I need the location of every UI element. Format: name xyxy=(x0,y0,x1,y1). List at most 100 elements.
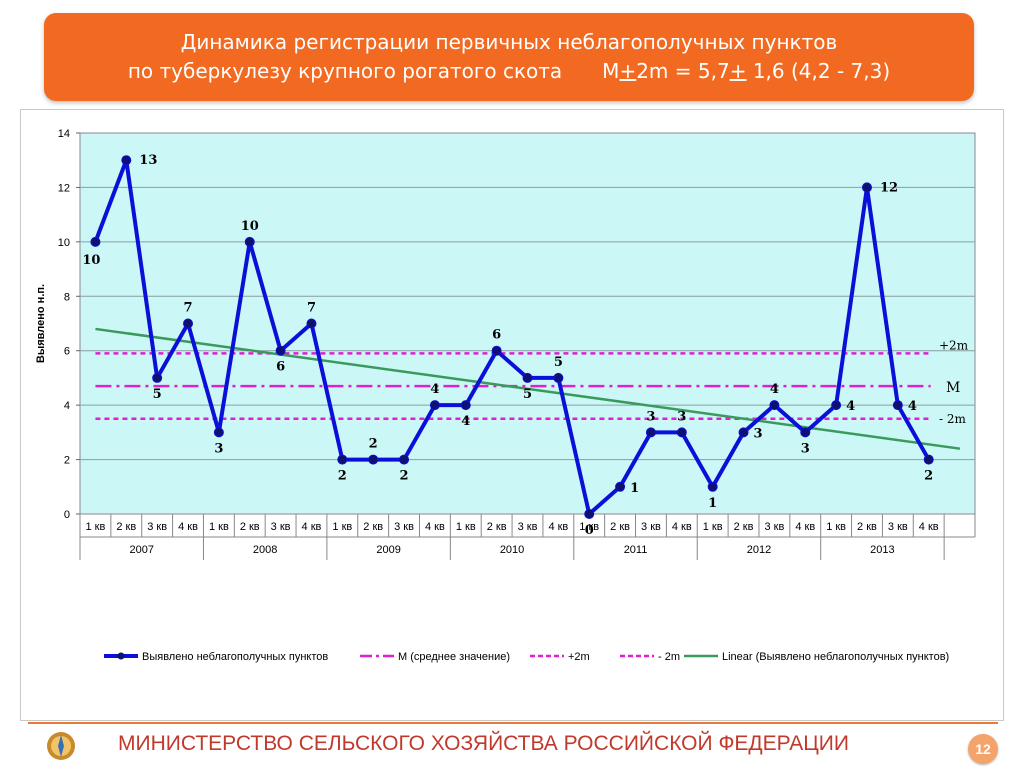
data-point xyxy=(306,318,317,329)
data-label: 3 xyxy=(754,426,763,441)
year-label: 2012 xyxy=(747,544,771,556)
chart-title-banner: Динамика регистрации первичных неблагопо… xyxy=(44,13,974,101)
data-label: 0 xyxy=(585,523,594,538)
series-line xyxy=(93,158,931,516)
reference-line-label: +2m xyxy=(939,338,969,352)
data-point xyxy=(676,427,687,438)
data-point xyxy=(738,427,749,438)
data-label: 12 xyxy=(880,180,898,195)
y-tick-label: 6 xyxy=(64,346,70,358)
page-number-badge: 12 xyxy=(968,734,998,764)
data-label: 7 xyxy=(183,301,192,316)
quarter-label: 4 кв xyxy=(795,521,815,533)
data-point xyxy=(121,155,132,166)
quarter-label: 4 кв xyxy=(919,521,939,533)
quarter-label: 4 кв xyxy=(178,521,198,533)
data-point xyxy=(800,427,811,438)
data-point xyxy=(553,372,564,383)
formula-part-2: 1,6 (4,2 - 7,3) xyxy=(746,59,891,83)
quarter-label: 3 кв xyxy=(394,521,414,533)
data-label: 4 xyxy=(908,399,917,414)
year-label: 2010 xyxy=(500,544,524,556)
data-label: 4 xyxy=(461,414,470,429)
title-line-1: Динамика регистрации первичных неблагопо… xyxy=(180,30,838,54)
year-label: 2009 xyxy=(376,544,400,556)
data-label: 2 xyxy=(400,469,409,484)
data-point xyxy=(275,345,286,356)
data-label: 2 xyxy=(369,437,378,452)
y-tick-label: 8 xyxy=(64,291,70,303)
footer-divider xyxy=(28,722,998,724)
data-label: 1 xyxy=(708,496,717,511)
formula-plusminus-1: + xyxy=(619,59,637,83)
plot-area xyxy=(79,132,976,515)
legend-label: +2m xyxy=(568,651,590,663)
data-label: 4 xyxy=(430,382,439,397)
quarter-label: 1 кв xyxy=(332,521,352,533)
trend-line xyxy=(95,327,961,450)
legend-label: M (среднее значение) xyxy=(398,651,510,663)
quarter-label: 2 кв xyxy=(116,521,136,533)
quarter-label: 1 кв xyxy=(209,521,229,533)
quarter-label: 4 кв xyxy=(548,521,568,533)
quarter-label: 1 кв xyxy=(456,521,476,533)
quarter-label: 2 кв xyxy=(240,521,260,533)
data-label: 3 xyxy=(646,409,655,424)
y-tick-label: 0 xyxy=(64,509,70,521)
y-tick-label: 10 xyxy=(58,237,70,249)
y-tick-label: 4 xyxy=(64,400,70,412)
data-point xyxy=(584,509,595,519)
data-label: 3 xyxy=(214,441,223,456)
y-tick-label: 14 xyxy=(58,128,70,140)
y-tick-label: 2 xyxy=(64,455,70,467)
data-label: 10 xyxy=(82,253,100,268)
data-point xyxy=(183,318,194,329)
quarter-label: 2 кв xyxy=(610,521,630,533)
legend-label: - 2m xyxy=(658,651,680,663)
data-point xyxy=(152,372,163,383)
y-axis-label: Выявлено н.п. xyxy=(35,284,47,363)
title-formula: M+2m = 5,7+ 1,6 (4,2 - 7,3) xyxy=(602,59,890,83)
data-point xyxy=(368,454,379,465)
quarter-label: 3 кв xyxy=(888,521,908,533)
data-label: 5 xyxy=(554,355,563,370)
data-label: 10 xyxy=(241,219,259,234)
quarter-label: 3 кв xyxy=(518,521,538,533)
formula-part-1: 2m = 5,7 xyxy=(636,59,730,83)
quarter-label: 3 кв xyxy=(641,521,661,533)
data-point xyxy=(90,236,101,247)
data-label: 5 xyxy=(153,387,162,402)
data-label: 13 xyxy=(139,153,157,168)
data-label: 2 xyxy=(338,469,347,484)
data-label: 1 xyxy=(630,481,639,496)
data-point xyxy=(337,454,348,465)
data-label: 5 xyxy=(523,387,532,402)
year-label: 2011 xyxy=(624,544,648,556)
formula-m: M xyxy=(602,59,620,83)
data-label: 7 xyxy=(307,301,316,316)
quarter-label: 3 кв xyxy=(764,521,784,533)
quarter-label: 1 кв xyxy=(703,521,723,533)
data-point xyxy=(892,400,903,411)
year-label: 2007 xyxy=(129,544,153,556)
legend-label: Выявлено неблагополучных пунктов xyxy=(142,651,328,663)
legend-marker xyxy=(117,652,125,660)
quarter-label: 3 кв xyxy=(271,521,291,533)
quarter-label: 1 кв xyxy=(86,521,106,533)
data-point xyxy=(769,400,780,411)
data-point xyxy=(460,400,471,411)
reference-line-label: M xyxy=(946,380,960,396)
quarter-label: 2 кв xyxy=(487,521,507,533)
data-label: 4 xyxy=(770,382,779,397)
ministry-emblem-icon xyxy=(47,732,75,760)
year-label: 2008 xyxy=(253,544,277,556)
data-point xyxy=(861,182,872,193)
data-point xyxy=(831,400,842,411)
title-line-2: по туберкулезу крупного рогатого скота M+… xyxy=(44,57,974,86)
quarter-label: 1 кв xyxy=(579,521,599,533)
data-label: 4 xyxy=(846,399,855,414)
quarter-label: 4 кв xyxy=(425,521,445,533)
data-point xyxy=(923,454,934,465)
quarter-label: 1 кв xyxy=(826,521,846,533)
